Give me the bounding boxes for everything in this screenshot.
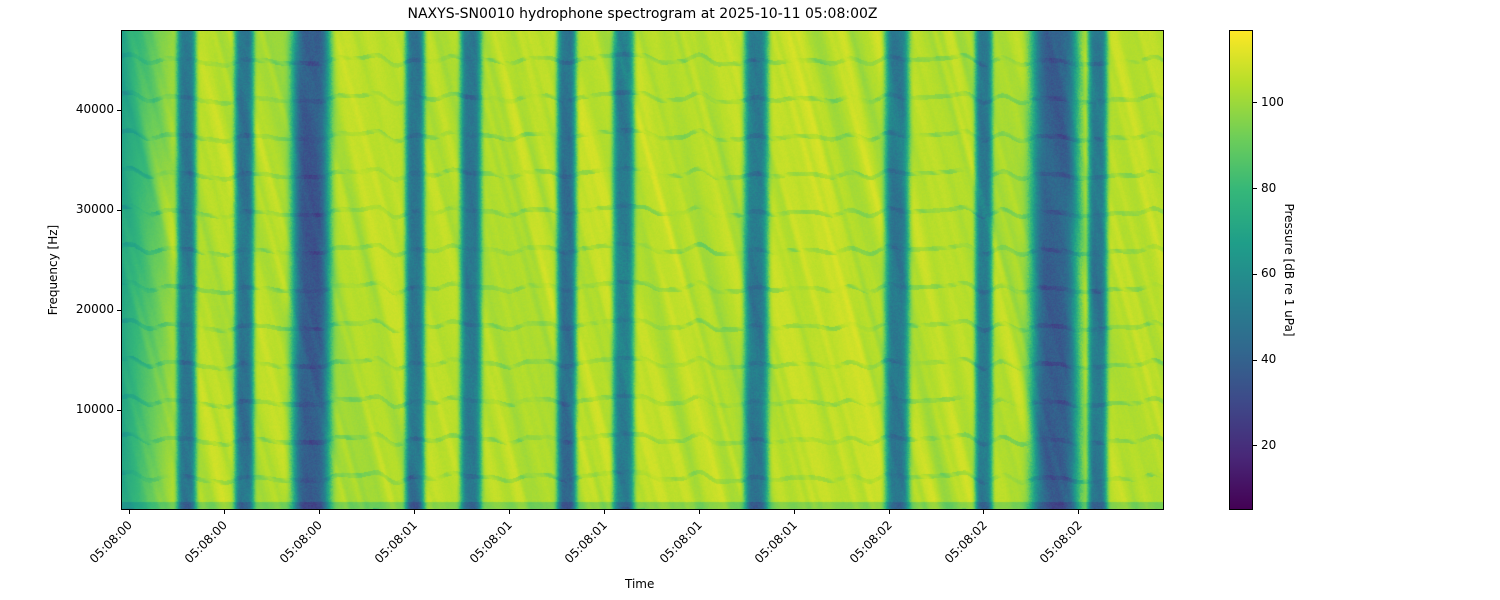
x-tick-label: 05:08:02 xyxy=(941,518,990,567)
chart-title: NAXYS-SN0010 hydrophone spectrogram at 2… xyxy=(407,6,878,22)
y-axis-label: Frequency [Hz] xyxy=(46,224,60,316)
x-tick xyxy=(983,510,985,514)
y-tick xyxy=(117,409,121,411)
x-tick xyxy=(508,510,510,514)
colorbar xyxy=(1229,30,1253,510)
colorbar-tick-label: 100 xyxy=(1261,94,1284,109)
x-tick xyxy=(698,510,700,514)
x-tick xyxy=(793,510,795,514)
x-tick-label: 05:08:01 xyxy=(751,518,800,567)
colorbar-tick xyxy=(1253,359,1257,361)
spectrogram-plot-area xyxy=(121,30,1164,510)
x-tick-label: 05:08:00 xyxy=(276,518,325,567)
colorbar-tick xyxy=(1253,102,1257,104)
x-tick xyxy=(223,510,225,514)
x-tick-label: 05:08:02 xyxy=(846,518,895,567)
y-tick xyxy=(117,309,121,311)
y-tick-label: 30000 xyxy=(75,202,114,216)
x-axis-label: Time xyxy=(625,577,655,591)
y-tick-label: 20000 xyxy=(75,302,114,316)
y-tick xyxy=(117,109,121,111)
x-tick-label: 05:08:01 xyxy=(466,518,515,567)
x-tick xyxy=(1078,510,1080,514)
colorbar-tick xyxy=(1253,273,1257,275)
y-tick xyxy=(117,209,121,211)
y-tick-label: 10000 xyxy=(75,402,114,416)
x-tick xyxy=(603,510,605,514)
colorbar-tick xyxy=(1253,188,1257,190)
x-tick-label: 05:08:01 xyxy=(371,518,420,567)
colorbar-tick-label: 60 xyxy=(1261,266,1277,281)
x-tick-label: 05:08:00 xyxy=(86,518,135,567)
colorbar-tick-label: 80 xyxy=(1261,180,1277,195)
x-tick-label: 05:08:00 xyxy=(181,518,230,567)
x-tick-label: 05:08:01 xyxy=(561,518,610,567)
colorbar-label: Pressure [dB re 1 uPa] xyxy=(1282,203,1296,337)
x-tick-label: 05:08:01 xyxy=(656,518,705,567)
colorbar-tick xyxy=(1253,445,1257,447)
colorbar-tick-label: 20 xyxy=(1261,437,1277,452)
y-tick-label: 40000 xyxy=(75,102,114,116)
spectrogram-image xyxy=(122,31,1163,509)
colorbar-tick-label: 40 xyxy=(1261,352,1277,366)
x-tick xyxy=(318,510,320,514)
x-tick xyxy=(413,510,415,514)
x-tick-label: 05:08:02 xyxy=(1036,518,1085,567)
x-tick xyxy=(128,510,130,514)
x-tick xyxy=(888,510,890,514)
